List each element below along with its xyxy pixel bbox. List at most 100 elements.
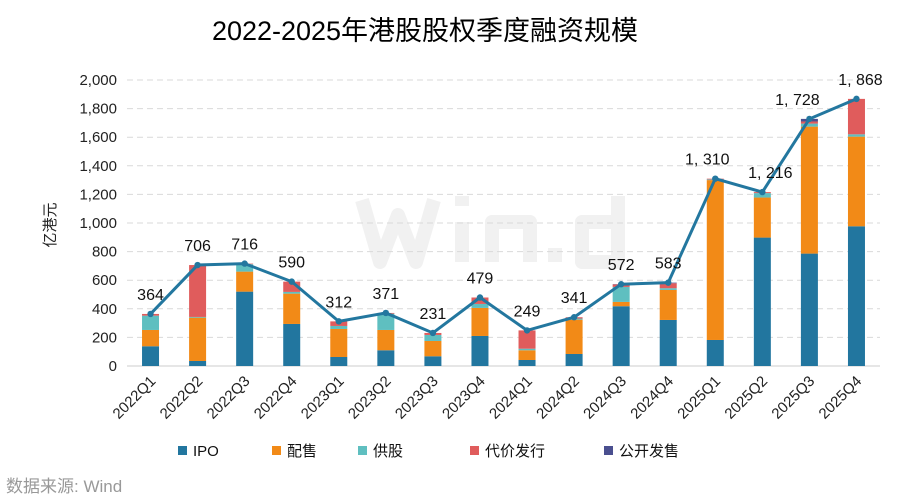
bar-segment	[142, 329, 160, 347]
y-tick-label: 200	[92, 329, 117, 346]
bar-segment	[471, 297, 489, 304]
line-point	[665, 279, 672, 286]
line-point	[335, 318, 342, 325]
bar-segment	[377, 329, 395, 351]
y-axis-label: 亿港元	[42, 202, 59, 247]
line-point	[194, 261, 201, 269]
line-point	[382, 309, 390, 317]
legend-label: 公开发售	[619, 443, 679, 460]
line-point	[853, 95, 860, 103]
line-point	[147, 310, 154, 318]
bar-segment	[424, 340, 442, 357]
bar-segment	[800, 121, 818, 124]
data-label: 312	[325, 294, 352, 311]
legend-swatch	[470, 446, 479, 455]
total-line	[149, 97, 858, 335]
y-tick-label: 0	[109, 358, 117, 375]
bar-segment	[659, 289, 677, 320]
line-point	[288, 278, 295, 285]
data-label: 1, 728	[775, 92, 820, 109]
x-tick-label: 2025Q3	[768, 373, 818, 423]
x-tick-label: 2022Q1	[110, 373, 160, 423]
line-point	[476, 294, 484, 301]
x-tick-label: 2024Q3	[580, 373, 630, 423]
data-label: 583	[655, 256, 682, 273]
bar-segment	[565, 353, 583, 366]
y-tick-label: 1,800	[79, 101, 117, 118]
bar-segment	[471, 335, 489, 366]
bar-segment	[471, 303, 489, 308]
bar-segment	[471, 307, 489, 336]
data-label: 479	[467, 271, 494, 288]
x-tick-label: 2025Q1	[674, 373, 724, 423]
legend-label: 配售	[287, 443, 317, 460]
bar-segment	[612, 306, 630, 366]
bar-segment	[659, 319, 677, 366]
data-label: 1, 868	[838, 72, 883, 89]
bar-segment	[753, 237, 771, 366]
data-label: 341	[561, 290, 588, 307]
y-tick-label: 400	[92, 301, 117, 318]
bar-segment	[518, 359, 536, 366]
line-point	[712, 175, 719, 182]
bar-segment	[518, 348, 536, 351]
bar-segment	[565, 319, 583, 354]
bar-segment	[424, 334, 442, 341]
line-point	[806, 115, 813, 123]
y-tick-label: 1,400	[79, 158, 117, 175]
y-tick-label: 2,000	[79, 72, 117, 89]
x-tick-label: 2022Q3	[204, 373, 254, 423]
bar-segment	[189, 317, 207, 361]
y-tick-label: 800	[92, 244, 117, 261]
bar-segment	[847, 134, 865, 137]
legend-label: 代价发行	[485, 443, 545, 460]
bar-segment	[706, 339, 724, 366]
x-tick-label: 2025Q2	[721, 373, 771, 423]
legend-label: IPO	[193, 443, 219, 460]
data-label: 364	[137, 287, 164, 304]
bar-segment	[847, 98, 865, 135]
x-tick-label: 2022Q2	[157, 373, 207, 423]
x-tick-label: 2022Q4	[251, 373, 301, 423]
data-label: 249	[514, 303, 541, 320]
x-tick-label: 2024Q4	[627, 373, 677, 423]
bar-segment	[330, 328, 348, 357]
x-tick-label: 2023Q1	[298, 373, 348, 423]
bar-segment	[377, 313, 395, 330]
x-tick-label: 2024Q2	[533, 373, 583, 423]
bar-segment	[283, 281, 301, 292]
legend-swatch	[358, 446, 367, 455]
bar-segment	[236, 264, 254, 272]
data-label: 706	[184, 238, 211, 255]
bar-segment	[236, 291, 254, 366]
data-label: 590	[278, 255, 305, 272]
bar-segment	[518, 350, 536, 360]
legend-label: 供股	[373, 443, 403, 460]
bar-segment	[189, 265, 207, 317]
y-tick-label: 1,200	[79, 186, 117, 203]
x-tick-label: 2025Q4	[816, 373, 866, 423]
bar-segment	[753, 193, 771, 198]
bar-segment	[142, 315, 160, 330]
bar-segment	[236, 271, 254, 292]
bar-segment	[800, 253, 818, 366]
bar-segment	[612, 301, 630, 307]
line-point	[617, 281, 625, 288]
line-point	[523, 327, 531, 334]
legend-swatch	[604, 446, 613, 455]
bar-segment	[142, 346, 160, 366]
data-label: 371	[372, 286, 399, 303]
x-tick-label: 2023Q4	[439, 373, 489, 423]
bar-segment	[847, 226, 865, 366]
bar-segment	[283, 323, 301, 366]
legend-swatch	[272, 446, 281, 455]
bar-segment	[518, 330, 536, 349]
y-tick-label: 1,000	[79, 215, 117, 232]
bar-segment	[189, 360, 207, 366]
line-point	[759, 188, 766, 196]
bar-segment	[424, 356, 442, 366]
legend-swatch	[178, 446, 187, 455]
bar-segment	[800, 123, 818, 127]
x-tick-label: 2023Q3	[392, 373, 442, 423]
